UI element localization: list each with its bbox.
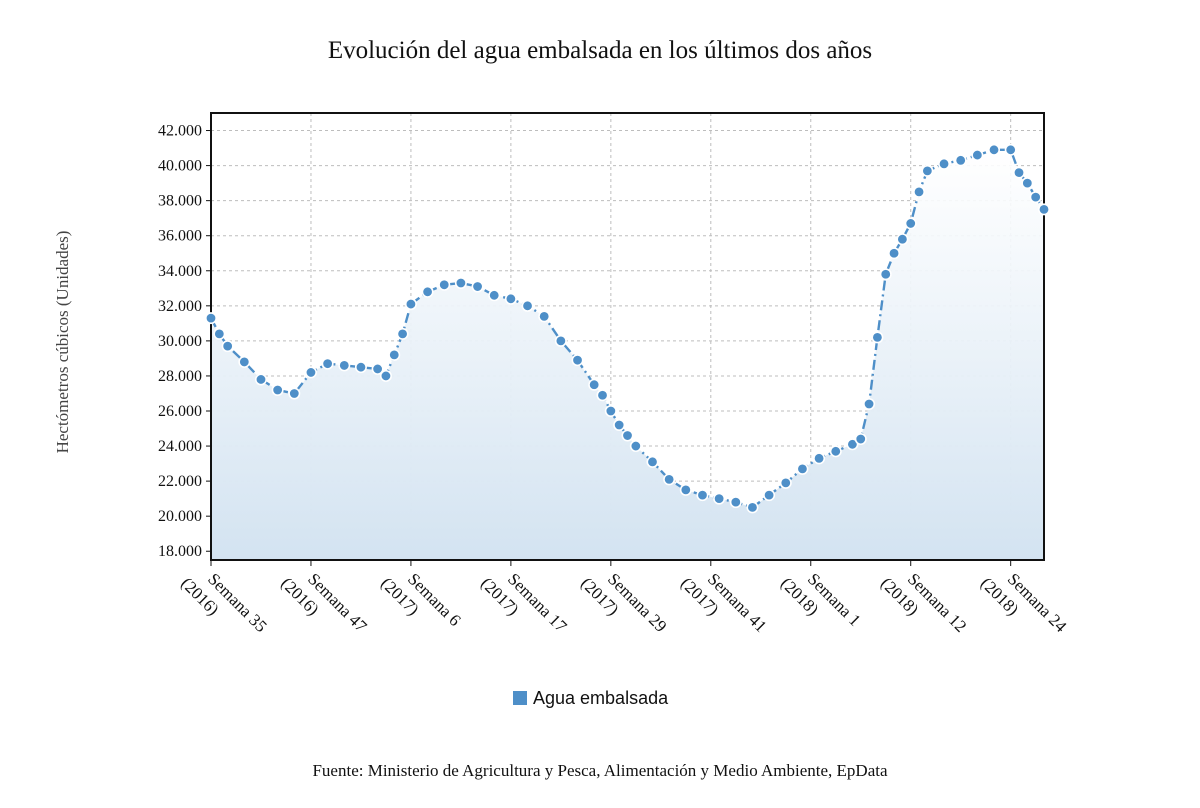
data-point[interactable]: [554, 334, 567, 347]
data-point[interactable]: [663, 473, 676, 486]
legend[interactable]: Agua embalsada: [513, 688, 669, 708]
data-point[interactable]: [696, 489, 709, 502]
data-point[interactable]: [629, 440, 642, 453]
data-point[interactable]: [254, 373, 267, 386]
data-point[interactable]: [971, 149, 984, 162]
x-tick-label: Semana 17(2017): [477, 569, 571, 636]
data-point[interactable]: [746, 501, 759, 514]
data-point[interactable]: [1029, 191, 1042, 204]
data-point[interactable]: [213, 327, 226, 340]
x-tick-label: Semana 35(2016): [177, 569, 270, 636]
data-point[interactable]: [854, 433, 867, 446]
data-point[interactable]: [896, 233, 909, 246]
data-point[interactable]: [538, 310, 551, 323]
data-point[interactable]: [871, 331, 884, 344]
y-tick-label: 30.000: [158, 333, 202, 350]
y-tick-label: 24.000: [158, 438, 202, 455]
data-point[interactable]: [205, 312, 218, 325]
source-note: Fuente: Ministerio de Agricultura y Pesc…: [312, 761, 887, 780]
y-axis-label: Hectómetros cúbicos (Unidades): [53, 231, 72, 454]
data-point[interactable]: [988, 143, 1001, 156]
data-point[interactable]: [913, 185, 926, 198]
legend-label: Agua embalsada: [533, 688, 669, 708]
data-point[interactable]: [713, 492, 726, 505]
data-point[interactable]: [354, 361, 367, 374]
y-tick-label: 34.000: [158, 263, 202, 280]
data-point[interactable]: [221, 340, 234, 353]
x-tick-label: Semana 6(2017): [377, 569, 464, 630]
x-tick-label: Semana 12(2018): [877, 569, 970, 636]
data-point[interactable]: [388, 348, 401, 361]
y-tick-label: 22.000: [158, 473, 202, 490]
y-tick-label: 20.000: [158, 508, 202, 525]
data-point[interactable]: [613, 419, 626, 432]
y-tick-label: 26.000: [158, 403, 202, 420]
y-tick-label: 28.000: [158, 368, 202, 385]
data-point[interactable]: [1021, 177, 1034, 190]
y-tick-label: 32.000: [158, 298, 202, 315]
x-tick-label: Semana 29(2017): [577, 569, 670, 636]
x-tick-label: Semana 24(2018): [977, 569, 1071, 636]
y-tick-label: 38.000: [158, 193, 202, 210]
series-markers: [205, 143, 1051, 514]
data-point[interactable]: [879, 268, 892, 281]
x-tick-label: Semana 41(2017): [677, 569, 770, 636]
data-point[interactable]: [371, 362, 384, 375]
data-point[interactable]: [763, 489, 776, 502]
data-point[interactable]: [921, 164, 934, 177]
data-point[interactable]: [421, 285, 434, 298]
data-point[interactable]: [779, 476, 792, 489]
plot-frame: [210, 112, 1045, 561]
data-point[interactable]: [304, 366, 317, 379]
y-tick-label: 42.000: [158, 123, 202, 140]
data-point[interactable]: [404, 298, 417, 311]
data-point[interactable]: [596, 389, 609, 402]
x-tick-label: Semana 1(2018): [777, 569, 864, 630]
data-point[interactable]: [829, 445, 842, 458]
x-tick-label: Semana 47(2016): [277, 569, 371, 636]
y-tick-label: 36.000: [158, 228, 202, 245]
data-point[interactable]: [471, 280, 484, 293]
data-point[interactable]: [813, 452, 826, 465]
data-point[interactable]: [904, 217, 917, 230]
data-point[interactable]: [588, 378, 601, 391]
data-point[interactable]: [238, 355, 251, 368]
data-point[interactable]: [488, 289, 501, 302]
data-point[interactable]: [679, 483, 692, 496]
data-point[interactable]: [521, 299, 534, 312]
data-point[interactable]: [271, 383, 284, 396]
data-point[interactable]: [321, 357, 334, 370]
data-point[interactable]: [571, 354, 584, 367]
data-point[interactable]: [438, 278, 451, 291]
data-point[interactable]: [938, 157, 951, 170]
data-point[interactable]: [646, 455, 659, 468]
data-point[interactable]: [1038, 203, 1051, 216]
data-point[interactable]: [504, 292, 517, 305]
chart-title: Evolución del agua embalsada en los últi…: [328, 37, 872, 64]
data-point[interactable]: [796, 462, 809, 475]
data-point[interactable]: [621, 429, 634, 442]
legend-swatch: [513, 691, 527, 705]
data-point[interactable]: [288, 387, 301, 400]
y-axis-ticks: 18.000 20.000 22.000 24.000 26.000 28.000 30.0…: [158, 123, 211, 560]
y-tick-label: 18.000: [158, 543, 202, 560]
data-point[interactable]: [604, 404, 617, 417]
data-point[interactable]: [846, 438, 859, 451]
data-point[interactable]: [863, 397, 876, 410]
data-point[interactable]: [729, 496, 742, 509]
data-point[interactable]: [379, 369, 392, 382]
data-point[interactable]: [338, 359, 351, 372]
data-point[interactable]: [954, 154, 967, 167]
data-point[interactable]: [1013, 166, 1026, 179]
data-point[interactable]: [888, 247, 901, 260]
data-point[interactable]: [1004, 143, 1017, 156]
series-area-agua-embalsada: [211, 149, 1044, 561]
data-point[interactable]: [396, 327, 409, 340]
y-tick-label: 40.000: [158, 158, 202, 175]
x-axis-ticks: Semana 35(2016) Semana 47(2016) Semana 6(2…: [177, 560, 1071, 636]
data-point[interactable]: [454, 277, 467, 290]
